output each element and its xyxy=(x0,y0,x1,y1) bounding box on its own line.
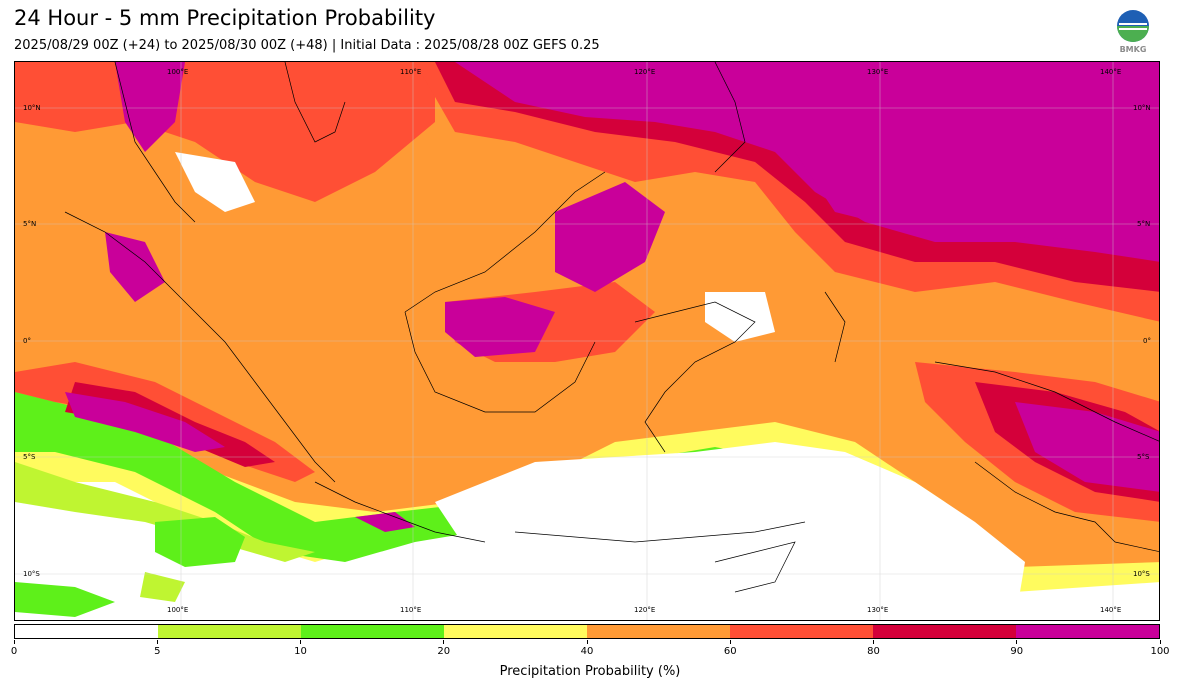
lat-label-right-5s: 5°S xyxy=(1137,453,1150,461)
colorbar-tick-label: 40 xyxy=(580,646,594,657)
map-title: 24 Hour - 5 mm Precipitation Probability xyxy=(14,6,436,30)
colorbar-tick xyxy=(443,640,445,644)
lon-label-top-130: 130°E xyxy=(867,68,889,76)
colorbar-tick-label: 100 xyxy=(1150,646,1170,657)
lon-label-bottom-140: 140°E xyxy=(1100,606,1122,614)
colorbar-tick-label: 5 xyxy=(154,646,161,657)
lat-label-right-10s: 10°S xyxy=(1133,570,1150,578)
lat-label-left-5n: 5°N xyxy=(23,220,37,228)
lon-label-top-110: 110°E xyxy=(400,68,422,76)
lon-label-bottom-100: 100°E xyxy=(167,606,189,614)
colorbar-tick-label: 0 xyxy=(10,646,18,657)
lon-label-top-120: 120°E xyxy=(634,68,656,76)
lat-label-right-10n: 10°N xyxy=(1133,104,1151,112)
lon-label-bottom-120: 120°E xyxy=(634,606,656,614)
bmkg-logo: BMKG xyxy=(1114,10,1152,54)
bmkg-logo-text: BMKG xyxy=(1120,45,1147,54)
precipitation-field xyxy=(15,62,1159,620)
colorbar-tick xyxy=(1016,640,1018,644)
colorbar-segment xyxy=(1016,625,1159,638)
colorbar-tick xyxy=(300,640,301,644)
colorbar-tick-label: 60 xyxy=(723,646,737,657)
colorbar-segment xyxy=(15,625,158,638)
colorbar-tick xyxy=(13,640,15,644)
lat-label-left-10n: 10°N xyxy=(23,104,41,112)
colorbar-tick xyxy=(729,640,731,644)
colorbar xyxy=(14,624,1160,639)
colorbar-tick xyxy=(1159,640,1161,644)
colorbar-tick xyxy=(873,640,874,644)
lat-label-right-0: 0° xyxy=(1143,337,1151,345)
lat-label-right-5n: 5°N xyxy=(1137,220,1151,228)
colorbar-tick-label: 10 xyxy=(294,646,307,657)
colorbar-segment xyxy=(587,625,730,638)
lat-label-left-5s: 5°S xyxy=(23,453,36,461)
colorbar-tick-label: 80 xyxy=(867,646,880,657)
colorbar-segment xyxy=(444,625,587,638)
precipitation-map: 100°E 110°E 120°E 130°E 140°E 100°E 110°… xyxy=(14,61,1160,621)
lat-label-left-0: 0° xyxy=(23,337,31,345)
colorbar-label: Precipitation Probability (%) xyxy=(499,664,681,679)
lon-label-bottom-130: 130°E xyxy=(867,606,889,614)
colorbar-tick xyxy=(586,640,588,644)
colorbar-tick xyxy=(156,640,158,644)
lon-label-top-100: 100°E xyxy=(167,68,189,76)
colorbar-segment xyxy=(158,625,301,638)
lon-label-top-140: 140°E xyxy=(1100,68,1122,76)
colorbar-segment xyxy=(873,625,1016,638)
colorbar-tick-label: 20 xyxy=(437,646,451,657)
lat-label-left-10s: 10°S xyxy=(23,570,40,578)
colorbar-segment xyxy=(730,625,873,638)
lon-label-bottom-110: 110°E xyxy=(400,606,422,614)
map-subtitle: 2025/08/29 00Z (+24) to 2025/08/30 00Z (… xyxy=(14,38,600,53)
colorbar-tick-label: 90 xyxy=(1010,646,1024,657)
colorbar-segment xyxy=(301,625,444,638)
